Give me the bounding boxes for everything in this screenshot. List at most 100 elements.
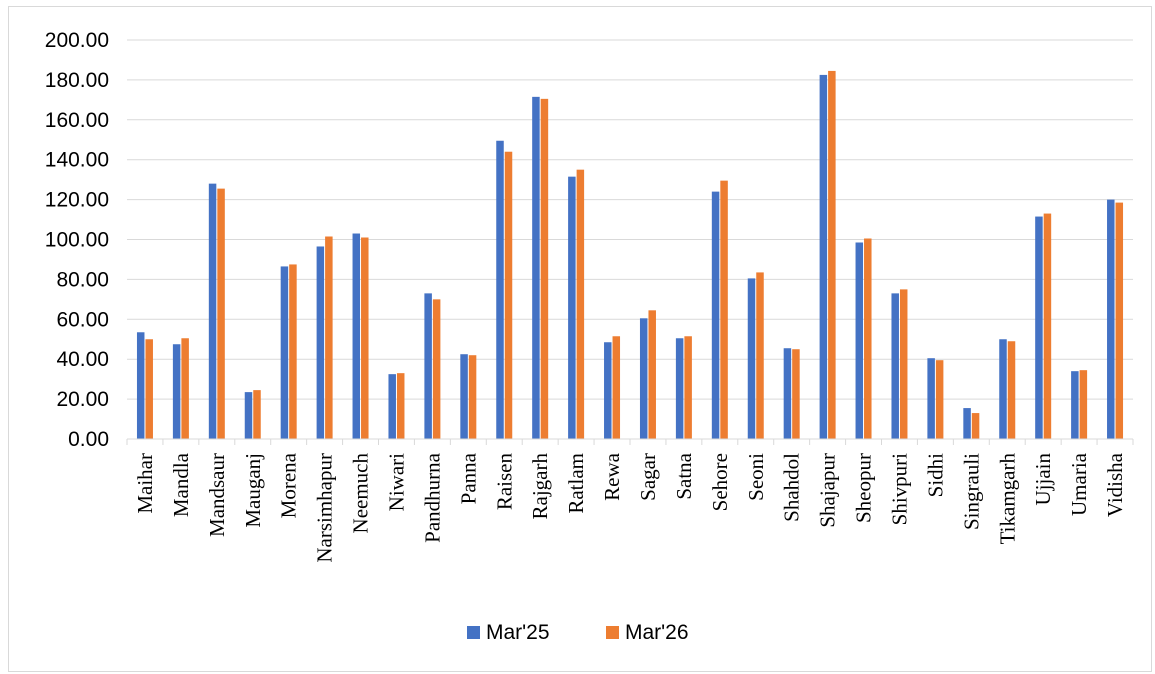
bar-mar26 <box>720 180 728 439</box>
bar-mar25 <box>1107 199 1115 439</box>
bar-mar25 <box>208 183 217 439</box>
y-tick-label: 140.00 <box>45 149 109 172</box>
bar-mar25 <box>316 246 325 439</box>
bar-mar26 <box>1007 341 1016 439</box>
x-tick-label: Umaria <box>1067 452 1091 516</box>
bar-mar26 <box>468 355 477 439</box>
y-tick-label: 160.00 <box>45 109 109 132</box>
bar-mar26 <box>145 339 153 439</box>
x-axis-ticks: Maihar Mandla Mandsaur Mauganj Morena Narsimh… <box>133 452 1127 562</box>
y-tick-label: 20.00 <box>56 388 109 411</box>
x-tick-label: Shahdol <box>780 453 804 522</box>
x-axis <box>126 438 1134 445</box>
bar-mar25 <box>855 242 864 439</box>
bar-mar25 <box>675 338 684 439</box>
bar-mar26 <box>540 98 549 439</box>
bar-mar26 <box>396 373 405 439</box>
bar-mar25 <box>388 374 396 439</box>
bar-mar26 <box>1115 202 1124 439</box>
bar-mar26 <box>181 338 189 439</box>
y-tick-label: 180.00 <box>45 69 109 92</box>
y-tick-label: 60.00 <box>56 308 109 331</box>
bar-mar25 <box>1071 371 1079 439</box>
bar-mar25 <box>424 293 432 439</box>
x-tick-label: Raisen <box>492 453 516 511</box>
x-tick-label: Rewa <box>600 452 624 500</box>
x-tick-label: Neemuch <box>349 453 373 534</box>
bar-mar26 <box>828 70 836 440</box>
legend-swatch-mar26 <box>606 626 619 639</box>
y-tick-label: 0.00 <box>68 428 109 451</box>
x-tick-label: Mauganj <box>241 453 265 528</box>
bar-mar26 <box>899 289 908 439</box>
bar-mar26 <box>684 336 692 439</box>
y-tick-label: 120.00 <box>45 189 109 212</box>
bar-mar25 <box>1035 216 1043 439</box>
legend-swatch-mar25 <box>467 626 480 639</box>
x-tick-label: Sehore <box>708 453 732 511</box>
x-tick-label: Rajgarh <box>528 453 552 520</box>
x-tick-label: Shajapur <box>816 453 840 528</box>
bar-mar25 <box>783 348 792 439</box>
gridlines <box>127 39 1133 400</box>
bar-mar25 <box>496 140 504 439</box>
x-tick-label: Shivpuri <box>887 453 911 526</box>
bar-mar26 <box>1043 213 1052 439</box>
bar-mar26 <box>253 390 261 439</box>
x-tick-label: Singrauli <box>959 453 983 530</box>
x-tick-label: Mandla <box>169 452 193 517</box>
x-tick-label: Niwari <box>384 453 408 511</box>
bar-mar26 <box>289 264 297 439</box>
y-axis-ticks: 0.00 20.00 40.00 60.00 80.00 100.00 120.00 140.… <box>45 29 109 451</box>
x-tick-label: Sheopur <box>852 453 876 523</box>
x-tick-label: Morena <box>277 452 301 518</box>
bars <box>136 70 1124 440</box>
bar-mar26 <box>935 360 944 439</box>
x-tick-label: Maihar <box>133 453 157 514</box>
x-tick-label: Panna <box>456 452 480 504</box>
bar-mar25 <box>927 358 935 439</box>
bar-mar26 <box>648 310 656 439</box>
x-tick-label: Ujjain <box>1031 453 1055 506</box>
x-tick-label: Vidisha <box>1103 452 1127 517</box>
x-tick-label: Sidhi <box>923 453 947 498</box>
y-tick-label: 100.00 <box>45 229 109 252</box>
legend-label-mar26: Mar'26 <box>625 621 689 644</box>
legend-label-mar25: Mar'25 <box>486 621 550 644</box>
y-tick-label: 80.00 <box>56 268 109 291</box>
x-tick-label: Satna <box>672 452 696 499</box>
bar-mar26 <box>504 151 513 439</box>
bar-mar25 <box>639 318 648 439</box>
x-tick-label: Seoni <box>744 453 768 501</box>
bar-mar25 <box>891 293 899 439</box>
bar-mar25 <box>280 266 289 439</box>
bar-mar25 <box>819 74 828 439</box>
bar-mar25 <box>532 96 540 440</box>
x-tick-label: Narsimhapur <box>313 453 337 563</box>
bar-mar26 <box>756 272 764 439</box>
bar-chart: 0.00 20.00 40.00 60.00 80.00 100.00 120.00 140.… <box>45 29 1134 644</box>
x-tick-label: Mandsaur <box>205 453 229 537</box>
bar-mar25 <box>136 332 145 439</box>
bar-mar26 <box>361 237 369 439</box>
y-tick-label: 40.00 <box>56 348 109 371</box>
bar-mar26 <box>325 236 333 439</box>
bar-mar25 <box>244 392 253 439</box>
bar-mar25 <box>999 339 1007 439</box>
bar-mar25 <box>747 278 756 439</box>
chart-area: 0.00 20.00 40.00 60.00 80.00 100.00 120.00 140.… <box>8 6 1152 672</box>
bar-mar26 <box>432 299 441 439</box>
bar-mar26 <box>612 336 621 439</box>
bar-mar25 <box>352 233 361 439</box>
bar-mar25 <box>711 191 720 439</box>
bar-mar26 <box>792 349 800 439</box>
bar-mar25 <box>460 354 468 439</box>
y-tick-label: 200.00 <box>45 29 109 52</box>
bar-mar26 <box>864 238 872 439</box>
x-tick-label: Pandhurna <box>420 452 444 542</box>
bar-mar26 <box>217 188 225 439</box>
bar-mar25 <box>172 344 181 439</box>
bar-mar25 <box>963 408 971 439</box>
x-tick-label: Ratlam <box>564 453 588 514</box>
bar-mar26 <box>971 413 980 439</box>
